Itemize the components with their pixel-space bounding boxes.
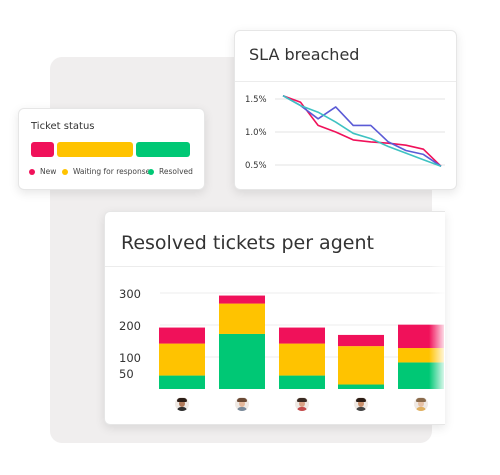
bar-agent-3-resolved: [279, 375, 325, 389]
resolved-header-divider: [105, 266, 445, 267]
avatar-hair: [177, 398, 187, 402]
sla-line-chart: 1.5% 1.0% 0.5%: [245, 94, 445, 171]
bar-agent-4-new: [338, 334, 384, 347]
resolved-tickets-title: Resolved tickets per agent: [121, 232, 374, 254]
legend-waiting: Waiting for response: [62, 167, 150, 176]
avatar-shirt: [297, 407, 307, 411]
bar-agent-4-waiting-for-response: [338, 346, 384, 385]
bar-agent-4-resolved: [338, 384, 384, 389]
sla-header-divider: [235, 81, 456, 82]
legend-label-waiting: Waiting for response: [73, 167, 151, 176]
sla-breached-title: SLA breached: [249, 45, 360, 64]
bar-agent-2-new: [219, 295, 265, 304]
sla-breached-card: SLA breached 1.5% 1.0% 0.5%: [234, 30, 457, 190]
bar-agent-3-waiting-for-response: [279, 343, 325, 376]
status-segment-resolved: [136, 142, 190, 157]
avatar-shirt: [237, 407, 247, 411]
legend-resolved: Resolved: [148, 167, 193, 176]
agent-avatar-4: [354, 397, 368, 411]
bar-y-tick-label: 100: [119, 351, 141, 365]
sla-series-line-3: [282, 95, 442, 168]
bar-y-tick-label: 50: [119, 367, 134, 381]
bar-agent-2-resolved: [219, 333, 265, 389]
avatar-shirt: [356, 407, 366, 411]
avatar-face: [179, 400, 185, 407]
status-segment-waiting-for-response: [56, 142, 134, 157]
avatar-face: [418, 400, 424, 407]
avatar-hair: [237, 398, 247, 402]
sla-series-line-2: [282, 95, 442, 167]
avatar-shirt: [177, 407, 187, 411]
avatar-face: [358, 400, 364, 407]
edge-fade: [429, 212, 445, 424]
legend-label-new: New: [40, 167, 57, 176]
agent-avatar-2: [235, 397, 249, 411]
legend-dot-resolved: [148, 168, 154, 175]
agent-avatar-5: [414, 397, 428, 411]
resolved-tickets-card: Resolved tickets per agent 300 200 100 50: [104, 211, 445, 425]
agent-avatar-3: [295, 397, 309, 411]
bar-agent-1-resolved: [159, 375, 205, 389]
agent-avatar-1: [175, 397, 189, 411]
avatar-hair: [416, 398, 426, 402]
bar-agent-2-waiting-for-response: [219, 303, 265, 334]
avatar-hair: [356, 398, 366, 402]
legend-new: New: [29, 167, 56, 176]
bar-y-tick-label: 200: [119, 319, 141, 333]
resolved-bar-chart: 300 200 100 50: [119, 287, 445, 389]
bar-agent-1-waiting-for-response: [159, 343, 205, 376]
avatar-hair: [297, 398, 307, 402]
legend-label-resolved: Resolved: [159, 167, 193, 176]
legend-dot-new: [29, 168, 35, 175]
avatar-shirt: [416, 407, 426, 411]
bar-agent-3-new: [279, 327, 325, 344]
legend-dot-waiting: [62, 168, 68, 175]
ticket-status-title: Ticket status: [31, 121, 95, 132]
sla-y-tick-label: 0.5%: [245, 161, 267, 171]
bar-y-tick-label: 300: [119, 287, 141, 301]
avatar-face: [299, 400, 305, 407]
avatar-face: [239, 400, 245, 407]
ticket-status-card: Ticket status New Waiting for response R…: [18, 108, 205, 190]
sla-series-line-1: [282, 94, 442, 167]
status-segment-new: [31, 142, 54, 157]
sla-y-tick-label: 1.0%: [245, 128, 267, 138]
bar-agent-1-new: [159, 327, 205, 344]
sla-y-tick-label: 1.5%: [245, 95, 267, 105]
